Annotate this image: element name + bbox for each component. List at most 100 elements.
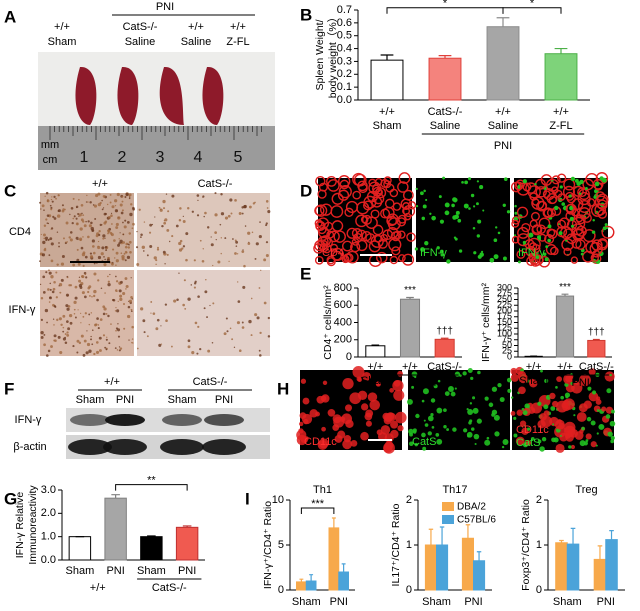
stain-dot <box>214 213 218 217</box>
cell <box>517 226 530 239</box>
stain-dot <box>58 194 60 197</box>
stain-dot <box>185 232 189 236</box>
cell <box>327 179 340 192</box>
cell <box>322 380 328 386</box>
stain-dot <box>114 347 117 350</box>
cell <box>535 186 547 198</box>
cell <box>414 442 418 447</box>
stain-dot <box>45 218 48 221</box>
cell <box>298 428 304 434</box>
stain-dot <box>69 231 73 234</box>
stain-dot <box>114 199 118 203</box>
band <box>204 414 244 426</box>
stain-dot <box>122 291 126 296</box>
stain-dot <box>112 248 115 251</box>
cell <box>576 412 587 422</box>
cell <box>331 192 344 205</box>
cell <box>491 413 495 417</box>
cell <box>342 377 354 390</box>
stain-dot <box>95 234 99 238</box>
cell <box>422 204 427 209</box>
y-tick-label: 0 <box>507 351 512 361</box>
cell <box>363 200 373 211</box>
error-bar <box>440 337 449 340</box>
cell <box>433 384 438 389</box>
cell <box>594 181 600 187</box>
cell <box>546 228 556 238</box>
stain-dot <box>49 204 52 207</box>
stain-dot <box>65 241 67 243</box>
cell <box>412 428 417 433</box>
stain-dot <box>126 220 130 224</box>
cell <box>328 230 340 243</box>
stain-dot <box>46 199 49 202</box>
stain-dot <box>98 233 101 237</box>
cell <box>474 442 477 446</box>
stain-dot <box>77 309 79 311</box>
stain-dot <box>255 242 259 246</box>
x-tick-label: PNI <box>597 596 615 608</box>
stain-dot <box>136 263 140 266</box>
cell <box>582 213 592 223</box>
stain-dot <box>93 272 97 276</box>
group-label: PNI <box>156 1 174 13</box>
stain-dot <box>59 350 63 355</box>
stain-dot <box>224 237 227 240</box>
cell <box>575 225 587 237</box>
stain-dot <box>165 193 168 195</box>
stain-dot <box>88 323 91 326</box>
spleen <box>75 66 97 125</box>
stain-dot <box>68 284 71 287</box>
y-tick-label: 800 <box>334 282 352 294</box>
stain-dot <box>126 255 131 260</box>
stain-dot <box>104 212 107 216</box>
stain-dot <box>171 194 175 198</box>
genotype-label: +/+ <box>188 21 204 33</box>
stain-dot <box>48 254 51 257</box>
cell <box>309 409 318 418</box>
stain-dot <box>162 199 166 204</box>
error-bar <box>609 530 614 540</box>
cell <box>563 398 575 410</box>
cell <box>361 403 369 411</box>
stain-dot <box>82 353 86 357</box>
stain-dot <box>207 349 211 353</box>
cell <box>477 254 482 259</box>
y-tick-label: 400 <box>334 316 352 328</box>
cell <box>537 439 542 444</box>
error-bar <box>111 494 120 499</box>
cell <box>516 233 530 247</box>
band <box>103 439 147 455</box>
stain-dot <box>77 262 81 266</box>
cell <box>362 372 371 381</box>
stain-dot <box>76 206 78 209</box>
stain-dot <box>149 223 153 227</box>
cell <box>531 254 544 266</box>
stain-dot <box>108 342 111 345</box>
stain-dot <box>178 272 180 274</box>
cell <box>561 238 574 251</box>
stain-dot <box>203 307 206 310</box>
y-tick-label: 150 <box>497 317 512 327</box>
stain-dot <box>165 319 168 323</box>
stain-dot <box>201 259 205 263</box>
stain-dot <box>43 333 46 336</box>
cell <box>595 191 606 201</box>
cell <box>511 219 520 228</box>
stain-dot <box>149 231 152 234</box>
cell <box>502 256 507 261</box>
stain-dot <box>232 238 234 240</box>
cell <box>598 423 605 430</box>
channel-label: CD11c <box>304 436 337 448</box>
stain-dot <box>115 226 119 230</box>
cell <box>493 414 500 421</box>
cell <box>563 247 572 256</box>
stain-dot <box>118 289 122 293</box>
y-axis-label: IFN-γ Relative <box>14 492 26 559</box>
cell <box>383 441 395 454</box>
ruler-label: 5 <box>234 149 243 166</box>
stain-dot <box>40 318 44 322</box>
stain-dot <box>44 308 49 313</box>
cell <box>459 374 462 377</box>
